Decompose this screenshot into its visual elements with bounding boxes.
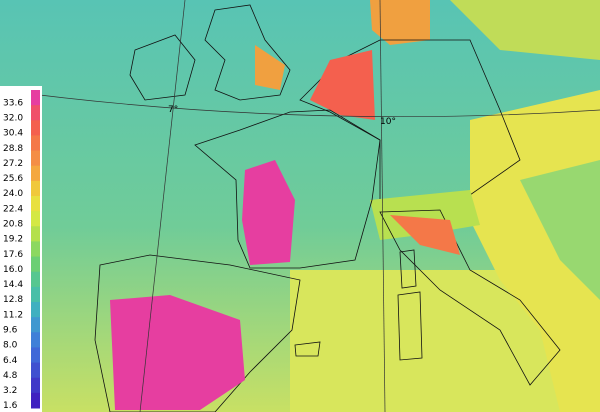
iberia-hot [110, 295, 245, 410]
legend-label: 8.0 [3, 341, 18, 351]
legend-label: 6.4 [3, 356, 18, 366]
legend-swatch [31, 392, 40, 409]
england-warm [255, 45, 285, 90]
balearics [294, 341, 321, 357]
iberia [94, 254, 301, 412]
legend-swatch [31, 241, 40, 258]
legend-label: 14.4 [3, 280, 23, 290]
legend-label: 24.0 [3, 189, 23, 199]
parallel [0, 89, 600, 118]
france-hot [242, 160, 295, 265]
legend-label: 28.8 [3, 144, 23, 154]
legend-swatch [31, 347, 40, 364]
legend-label: 4.8 [3, 371, 18, 381]
graticule-label: 10° [380, 117, 396, 127]
legend: 33.6 32.0 30.4 28.8 27.2 25.6 24.0 22.4 20.8 19.2… [0, 86, 42, 412]
legend-swatch [31, 362, 40, 379]
legend-swatch [31, 286, 40, 303]
legend-label: 33.6 [3, 98, 23, 108]
legend-swatch [31, 150, 40, 167]
great-britain [204, 4, 291, 101]
legend-swatch [31, 271, 40, 288]
legend-swatch [31, 332, 40, 348]
legend-label: 22.4 [3, 204, 23, 214]
legend-label: 32.0 [3, 114, 23, 124]
legend-label: 17.6 [3, 250, 23, 260]
legend-label: 25.6 [3, 174, 23, 184]
legend-label: 30.4 [3, 129, 23, 139]
legend-label: 16.0 [3, 265, 23, 275]
legend-label: 11.2 [3, 310, 23, 320]
graticule-label: 7° [168, 105, 178, 115]
benelux [310, 50, 375, 120]
legend-swatch [31, 165, 40, 182]
legend-swatch [31, 105, 40, 121]
legend-label: 3.2 [3, 386, 17, 396]
legend-label: 20.8 [3, 220, 23, 230]
ireland [129, 34, 196, 101]
legend-swatch [31, 317, 40, 333]
denmark [370, 0, 430, 45]
meridian [139, 0, 186, 412]
legend-swatch [31, 256, 40, 273]
legend-swatch [31, 196, 40, 212]
corsica [399, 249, 417, 289]
po-valley [390, 215, 460, 255]
legend-swatch [31, 90, 40, 106]
legend-label: 27.2 [3, 159, 23, 169]
legend-label: 12.8 [3, 295, 23, 305]
legend-swatch [31, 180, 40, 197]
legend-label: 1.6 [3, 401, 18, 411]
sardinia [397, 291, 423, 361]
dinaric-highlands [520, 160, 600, 300]
alps [370, 190, 480, 240]
legend-swatch [31, 211, 40, 227]
baltic-coast [450, 0, 600, 60]
meridian [379, 0, 386, 412]
legend-swatch [31, 226, 40, 242]
legend-swatch [31, 135, 40, 152]
france [194, 109, 381, 269]
germany [299, 39, 521, 201]
legend-label: 9.6 [3, 326, 18, 336]
legend-swatch [31, 377, 40, 394]
legend-swatch [31, 120, 40, 136]
legend-label: 19.2 [3, 235, 23, 245]
legend-swatch [31, 302, 40, 318]
